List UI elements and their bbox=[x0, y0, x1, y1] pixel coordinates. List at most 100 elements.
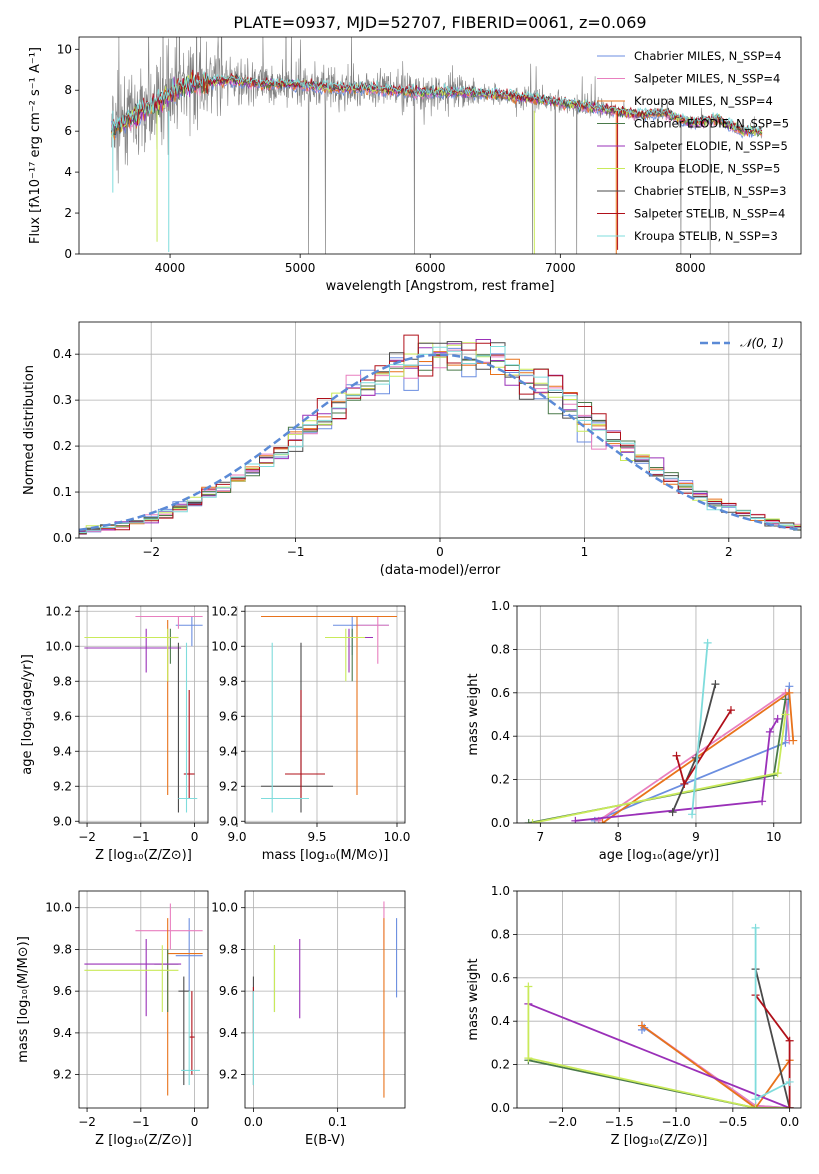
y-tick-label: 9.8 bbox=[219, 942, 238, 956]
errorbars bbox=[84, 903, 203, 1096]
histogram-kroupa-stelib bbox=[79, 346, 801, 533]
y-tick-label: 9.8 bbox=[219, 674, 238, 688]
x-tick-label: 9.0 bbox=[227, 830, 246, 844]
errorbar-salpeter-elodie bbox=[84, 938, 182, 1017]
x-tick-label: 5000 bbox=[285, 261, 316, 275]
errorbar-chabrier-elodie bbox=[154, 949, 179, 1013]
errorbar-kroupa-elodie bbox=[84, 945, 179, 1013]
y-tick-label: 0.2 bbox=[491, 1058, 510, 1072]
errorbar-chabrier-miles bbox=[333, 616, 389, 655]
x-tick-label: −2.0 bbox=[548, 1115, 577, 1129]
y-tick-label: 9.2 bbox=[219, 1068, 238, 1082]
weight-point-marker bbox=[773, 769, 782, 778]
x-axis-label: (data-model)/error bbox=[380, 563, 501, 578]
plot-frame bbox=[244, 605, 406, 824]
x-axis-label: wavelength [Angstrom, rest frame] bbox=[326, 279, 555, 294]
errorbar-kroupa-elodie bbox=[325, 628, 365, 682]
y-tick-label: 9.4 bbox=[53, 1026, 72, 1040]
y-tick-label: 9.4 bbox=[219, 1026, 238, 1040]
errorbar-salpeter-elodie bbox=[333, 628, 373, 673]
legend-label: Chabrier STELIB, N_SSP=3 bbox=[634, 184, 786, 198]
y-tick-label: 9.6 bbox=[219, 984, 238, 998]
x-tick-label: −1 bbox=[132, 830, 150, 844]
y-tick-label: 0.8 bbox=[491, 642, 510, 656]
y-axis-label: mass weight bbox=[466, 958, 481, 1040]
y-tick-label: 9.8 bbox=[53, 942, 72, 956]
errorbars bbox=[252, 901, 398, 1098]
weight-line-salpeter-miles bbox=[641, 1024, 790, 1108]
weight-line-chabrier-elodie bbox=[528, 699, 787, 823]
x-tick-label: 9 bbox=[692, 830, 700, 844]
errorbar-kroupa-miles bbox=[167, 918, 203, 1096]
panel-age_vs_Z: −2 −1 0 9.0 9.2 9.4 9.6 9.8 10.0 10.2 Z [log₁₀(Z/Z… bbox=[20, 604, 209, 863]
y-tick-label: 9.8 bbox=[53, 674, 72, 688]
y-tick-label: 9.4 bbox=[219, 744, 238, 758]
panel-weight_vs_Z: −2.0 −1.5 −1.0 −0.5 0.0 0.0 0.2 0.4 0.6 0.8 1.0 Z [… bbox=[466, 884, 802, 1148]
y-tick-label: 9.4 bbox=[53, 744, 72, 758]
y-tick-label: 0.4 bbox=[491, 1014, 510, 1028]
x-tick-label: 2 bbox=[725, 545, 733, 559]
panel-residuals: −2 −1 0 1 2 0.0 0.1 0.2 0.3 0.4 (data-model)/error… bbox=[22, 321, 802, 578]
weight-point-marker bbox=[524, 982, 533, 991]
weight-line-salpeter-elodie bbox=[575, 718, 779, 822]
errorbar-chabrier-miles bbox=[175, 616, 203, 647]
panel-spectrum: 4000 5000 6000 7000 8000 0 2 4 6 8 10 wavelength [A… bbox=[28, 36, 802, 294]
weight-lines bbox=[524, 638, 798, 823]
residual-histograms bbox=[79, 334, 801, 535]
y-tick-label: 9.0 bbox=[219, 814, 238, 828]
legend-label: Kroupa STELIB, N_SSP=3 bbox=[634, 229, 778, 243]
weight-point-marker bbox=[785, 1077, 794, 1086]
y-axis-label: mass weight bbox=[466, 673, 481, 755]
model-kroupa-stelib bbox=[111, 70, 763, 133]
x-tick-label: 0 bbox=[191, 830, 199, 844]
errorbar-kroupa-stelib bbox=[261, 642, 309, 813]
figure-title: PLATE=0937, MJD=52707, FIBERID=0061, z=0… bbox=[233, 13, 646, 32]
weight-point-marker bbox=[703, 638, 712, 647]
weight-point-marker bbox=[668, 808, 677, 817]
plot-frame bbox=[78, 605, 209, 824]
x-tick-label: 7000 bbox=[545, 261, 576, 275]
normal-curve bbox=[79, 353, 801, 532]
weight-point-marker bbox=[781, 695, 790, 704]
errorbars bbox=[261, 615, 397, 813]
y-tick-label: 0.0 bbox=[491, 816, 510, 830]
weight-line-kroupa-elodie bbox=[527, 986, 790, 1108]
weight-point-marker bbox=[524, 819, 533, 823]
y-tick-label: 0.3 bbox=[53, 393, 72, 407]
residual-legend: 𝒩(0, 1) bbox=[700, 336, 784, 350]
y-tick-label: 0 bbox=[64, 247, 72, 261]
y-tick-label: 10.0 bbox=[211, 901, 238, 915]
weight-line-kroupa-miles bbox=[641, 1024, 791, 1108]
errorbar-salpeter-miles bbox=[357, 616, 389, 664]
y-tick-label: 0.8 bbox=[491, 927, 510, 941]
weight-point-marker bbox=[765, 727, 774, 736]
weight-point-marker bbox=[688, 810, 697, 819]
y-tick-label: 0.4 bbox=[491, 729, 510, 743]
x-tick-label: 8 bbox=[614, 830, 622, 844]
y-tick-label: 0.0 bbox=[53, 531, 72, 545]
errorbar-kroupa-elodie bbox=[84, 628, 179, 682]
weight-point-marker bbox=[758, 797, 767, 806]
plot-frame bbox=[78, 321, 802, 539]
errorbar-chabrier-stelib bbox=[178, 976, 190, 1086]
x-tick-label: 0.1 bbox=[328, 1115, 347, 1129]
y-tick-label: 10.2 bbox=[45, 604, 72, 618]
weight-line-chabrier-elodie bbox=[528, 1059, 790, 1108]
y-tick-label: 9.6 bbox=[219, 709, 238, 723]
errorbar-kroupa-stelib bbox=[181, 991, 200, 1086]
errorbar-kroupa-stelib bbox=[178, 642, 198, 813]
legend-label: Kroupa MILES, N_SSP=4 bbox=[634, 94, 773, 108]
plot-frame bbox=[244, 890, 406, 1109]
histogram-kroupa-elodie bbox=[79, 342, 801, 531]
legend-label: Salpeter STELIB, N_SSP=4 bbox=[634, 207, 785, 221]
legend-label: Salpeter MILES, N_SSP=4 bbox=[634, 72, 780, 86]
histogram-chabrier-elodie bbox=[79, 354, 801, 533]
y-tick-label: 0.1 bbox=[53, 485, 72, 499]
errorbar-salpeter-miles bbox=[135, 903, 203, 950]
x-axis-label: Z [log₁₀(Z/Z⊙)] bbox=[95, 848, 192, 863]
x-tick-label: −2 bbox=[78, 830, 96, 844]
weight-point-marker bbox=[598, 819, 607, 823]
x-axis-label: E(B-V) bbox=[305, 1133, 345, 1148]
plot-frame bbox=[78, 36, 802, 255]
